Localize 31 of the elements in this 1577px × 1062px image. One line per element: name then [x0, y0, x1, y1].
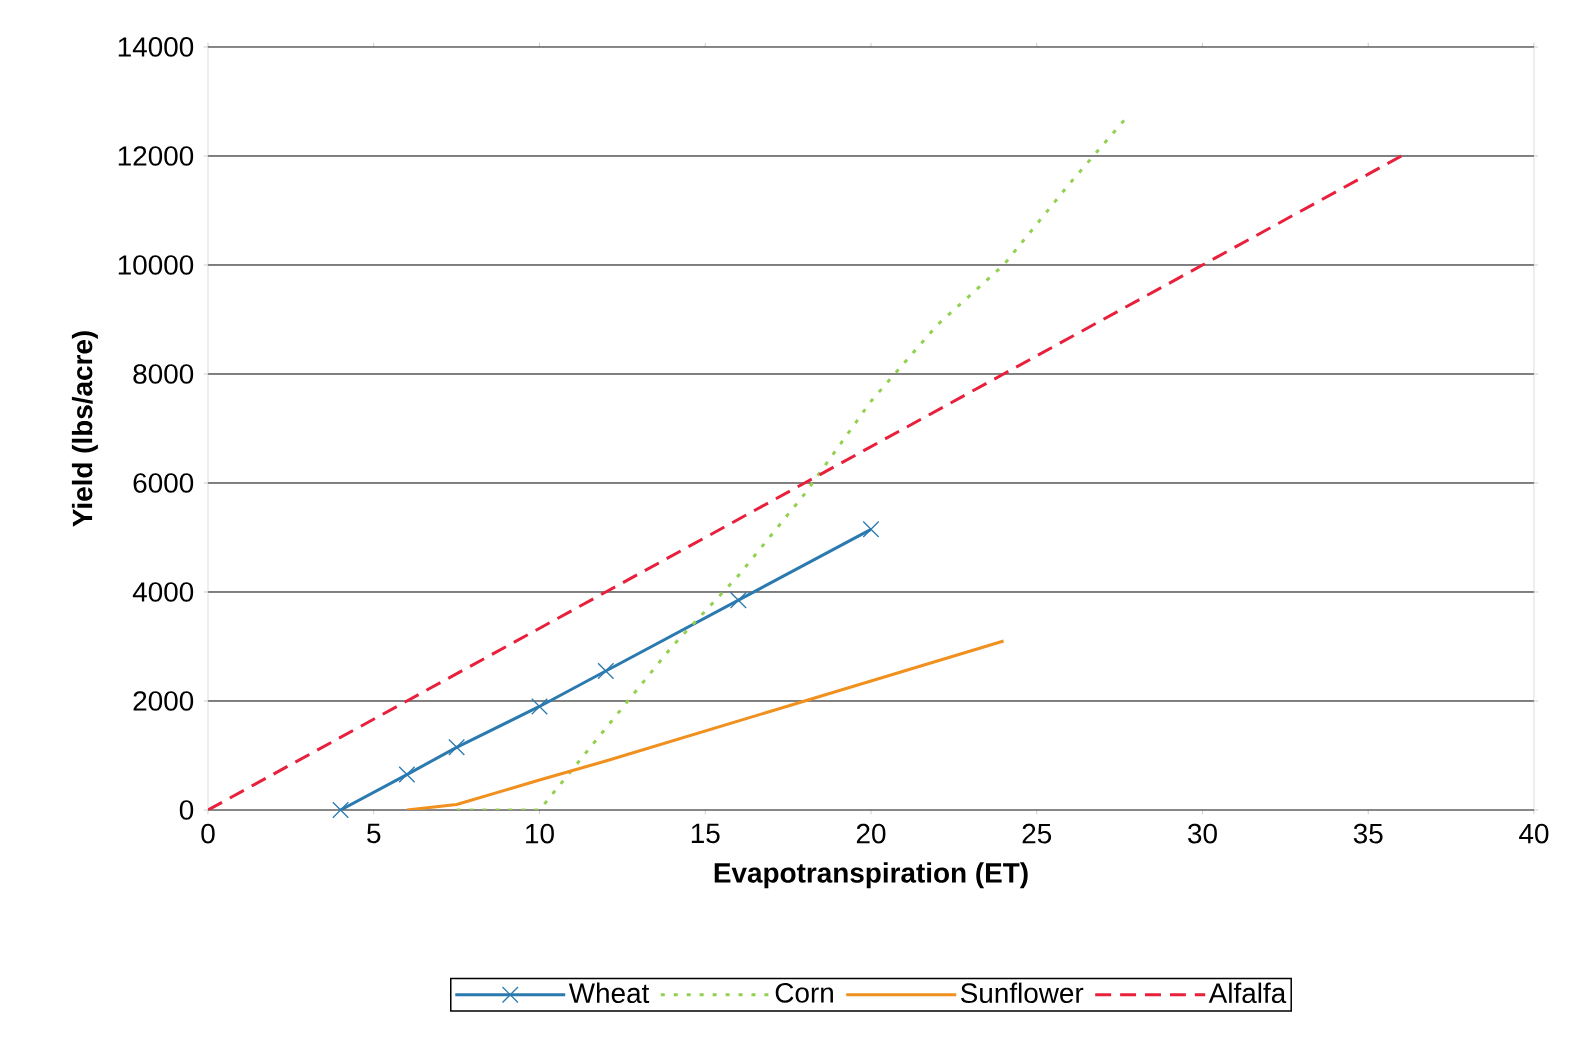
y-tick-label: 6000 [133, 473, 194, 493]
x-tick-label: 40 [1519, 823, 1549, 844]
x-tick-label: 10 [526, 823, 554, 844]
x-tick-label: 25 [1022, 823, 1052, 844]
y-tick-label: 2000 [133, 691, 194, 711]
y-tick-label: 4000 [132, 582, 194, 602]
y-tick-label: 10000 [118, 255, 194, 275]
y-tick-label: 12000 [118, 146, 194, 166]
x-axis-title: Evapotranspiration (ET) [714, 862, 1028, 889]
legend-label: Sunflower [960, 982, 1084, 1004]
x-tick-label: 5 [367, 823, 381, 844]
x-tick-label: 30 [1188, 823, 1217, 844]
point [398, 766, 416, 783]
legend-label: Corn [775, 982, 833, 1003]
point [448, 738, 466, 756]
point [531, 698, 548, 715]
y-tick-label: 8000 [133, 364, 194, 384]
legend-label: Wheat [568, 982, 650, 1004]
x-tick-label: 15 [691, 823, 720, 844]
x-tick-label: 0 [201, 823, 215, 844]
point [729, 591, 747, 609]
y-tick-label: 0 [179, 800, 194, 820]
x-tick-label: 35 [1353, 823, 1383, 844]
point [862, 520, 880, 538]
point [332, 801, 349, 819]
legend-label: Alfalfa [1208, 982, 1287, 1004]
line-series [208, 154, 1403, 810]
x-tick-label: 20 [856, 823, 886, 844]
y-axis-title: Yield (lbs/acre) [71, 331, 98, 527]
point [597, 662, 615, 680]
y-tick-label: 14000 [118, 37, 194, 57]
